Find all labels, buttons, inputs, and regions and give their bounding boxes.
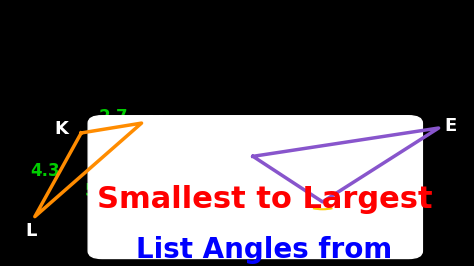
Text: Smallest to Largest: Smallest to Largest [97,185,432,214]
Text: 4.3: 4.3 [31,162,60,180]
Text: L: L [26,222,37,240]
Text: D: D [314,211,329,229]
Text: K: K [55,120,69,138]
Text: 3x: 3x [381,153,403,172]
Text: M: M [146,114,164,132]
Text: C: C [227,146,240,164]
Text: 2.7: 2.7 [99,108,128,126]
Text: 105°: 105° [323,176,365,194]
Text: 5.8: 5.8 [85,182,115,200]
Text: List Angles from: List Angles from [137,236,392,264]
Text: E: E [445,117,457,135]
FancyBboxPatch shape [88,116,422,259]
Text: x: x [275,178,286,197]
